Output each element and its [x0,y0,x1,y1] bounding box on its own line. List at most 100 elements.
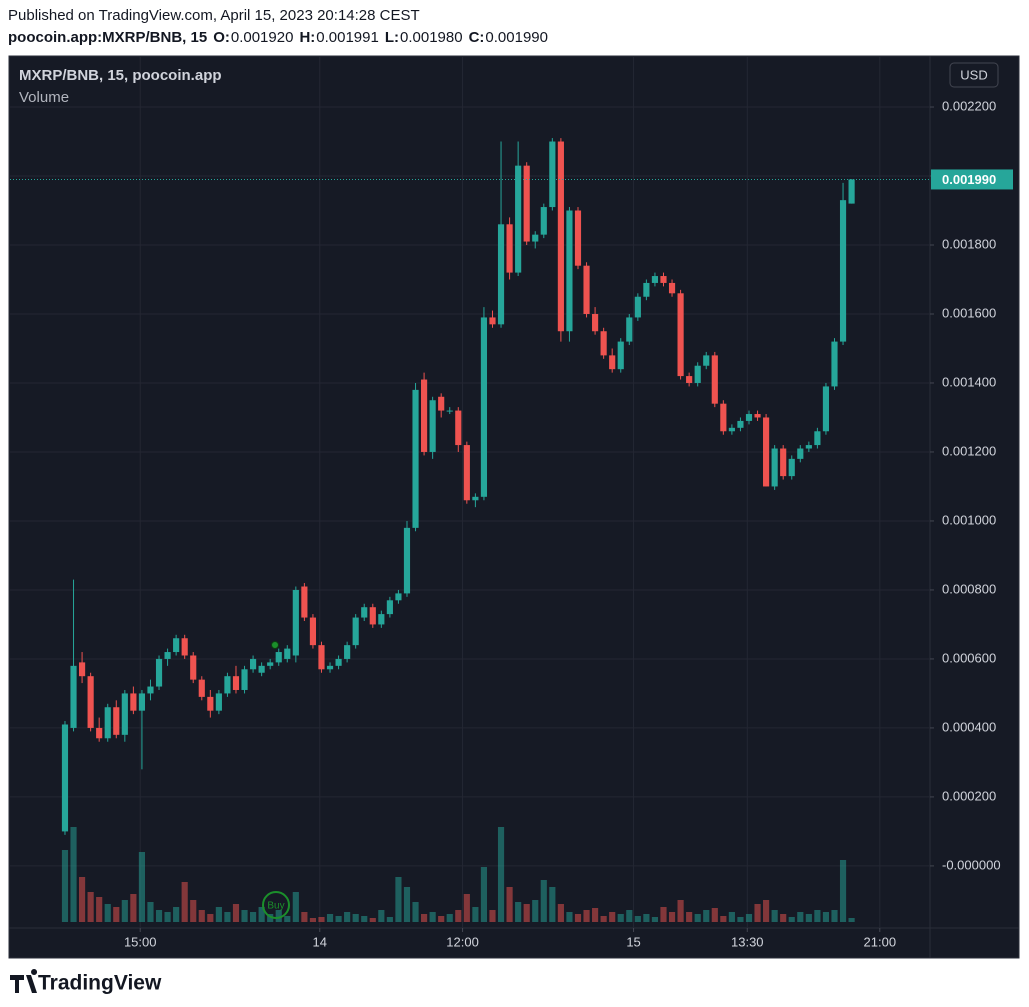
candle-body [267,662,274,666]
candle-body [771,448,778,487]
volume-bar [668,912,676,922]
candle-body [549,141,556,208]
volume-bar [600,916,607,922]
candle-body [728,427,735,432]
volume-bar [386,917,393,922]
volume-bar [626,910,633,922]
volume-bar [540,880,547,922]
candle-body [61,724,69,832]
buy-dot [271,641,279,649]
x-tick-label: 14 [313,934,327,949]
volume-bar [592,908,599,922]
candle-body [822,386,830,432]
volume-bar [267,914,274,922]
y-tick-label: 0.001000 [942,512,996,527]
currency-label[interactable]: USD [960,67,987,82]
volume-bar [660,907,667,922]
candle-body [540,207,547,235]
volume-bar [737,917,744,922]
candle-body [446,410,453,412]
candle-body [677,293,684,377]
volume-bar [403,887,411,922]
y-tick-label: 0.002200 [942,98,996,113]
candle-body [711,355,718,404]
volume-bar [130,894,137,922]
candle-body [215,693,222,711]
volume-bar [79,877,86,922]
volume-bar [301,912,308,922]
candle-body [232,676,240,690]
volume-bar [848,918,855,922]
candle-body [848,179,855,204]
grid [10,57,930,928]
candle-body [138,693,146,711]
candle-body [301,586,308,618]
volume-bar [839,860,847,922]
candle-body [532,234,539,242]
candle-body [523,165,530,242]
volume-bar [566,912,573,922]
x-tick-label: 15 [626,934,640,949]
symbol: poocoin.app:MXRP/BNB, 15 [8,29,207,46]
volume-bar [643,914,650,922]
candle-body [224,676,231,694]
volume-bar [497,827,505,922]
candle-body [686,376,693,383]
volume-bar [634,916,641,922]
candle-body [651,276,659,283]
candle-body [797,448,804,459]
y-tick-label: 0.001200 [942,443,996,458]
candle-body [839,200,847,342]
candle-body [703,355,710,366]
candle-body [207,696,214,711]
candle-body [643,282,650,297]
candle-body [617,341,624,370]
candle-body [737,420,744,428]
candle-body [241,669,248,690]
candle-body [121,693,128,735]
buy-marker [262,891,290,919]
y-tick-label: 0.000400 [942,719,996,734]
volume-layer [61,827,855,922]
volume-bar [549,887,556,922]
candle-body [378,614,385,625]
candle-body [463,445,470,501]
buy-label: Buy [267,901,284,912]
volume-bar [147,902,154,922]
candle-body [600,331,607,356]
volume-bar [326,914,334,922]
volume-bar [745,914,753,922]
volume-bar [378,910,385,922]
volume-bar [292,892,299,922]
y-tick-label: -0.000000 [942,857,1001,872]
candle-body [70,665,77,728]
chart-panel [8,55,1020,959]
candle-body [831,341,838,387]
candle-body [668,282,676,294]
volume-bar [506,887,513,922]
volume-bar [480,867,488,922]
volume-bar [446,914,453,922]
candle-body [763,417,770,487]
volume-bar [523,904,530,922]
candle-body [626,317,633,342]
volume-bar [797,912,804,922]
volume-bar [96,897,103,922]
volume-bar [173,907,180,922]
ohlc-value: 0.001980 [400,29,463,46]
volume-bar [617,914,624,922]
volume-bar [361,916,368,922]
volume-bar [515,902,522,922]
volume-bar [258,907,265,922]
volume-bar [87,892,94,922]
volume-bar [455,910,462,922]
volume-label: Volume [19,89,69,106]
volume-bar [609,912,616,922]
currency-button[interactable] [949,62,999,88]
candle-body [497,224,505,325]
volume-bar [788,917,795,922]
candle-body [412,389,419,528]
candle-body [592,313,599,332]
volume-bar [703,910,710,922]
y-tick-label: 0.000600 [942,650,996,665]
